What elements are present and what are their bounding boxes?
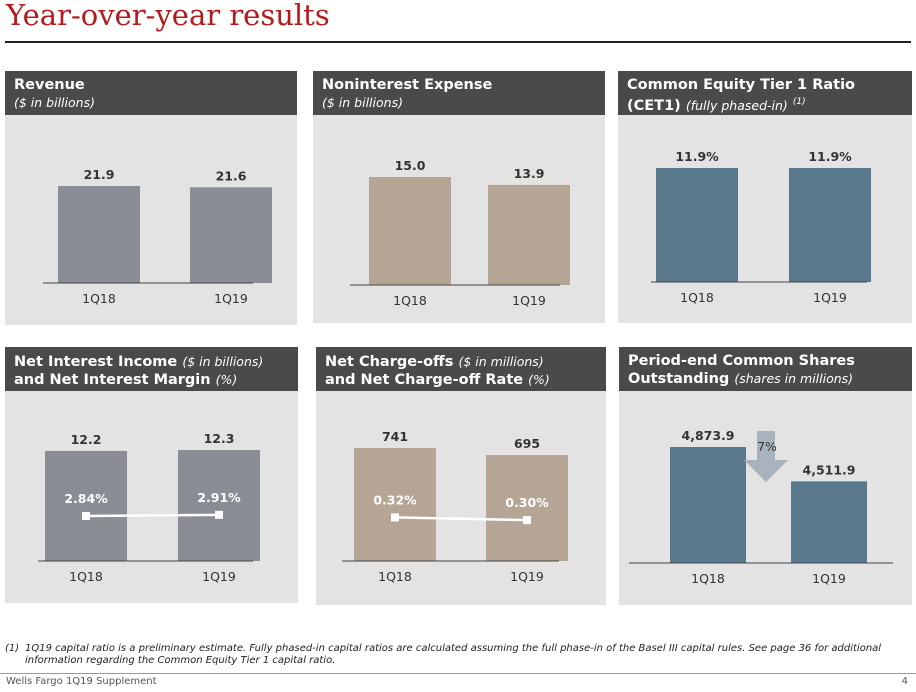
rate-label: 0.30% (505, 495, 549, 510)
common-shares-chart: 4,873.9 1Q18 4,511.9 1Q19 7% (629, 428, 893, 586)
panel-title: Revenue (14, 77, 85, 93)
revenue-panel: Revenue ($ in billions) 21.9 1Q18 21.6 1Q19 (5, 71, 297, 325)
panel-title: Net Interest Income (14, 354, 178, 370)
rate-line (85, 513, 220, 518)
page-title: Year-over-year results (6, 0, 330, 32)
rate-marker (391, 513, 399, 522)
panel-subtitle: (fully phased-in) (685, 97, 788, 113)
bar-1q19 (486, 455, 568, 561)
x-tick-label: 1Q19 (512, 293, 546, 308)
data-label: 11.9% (675, 149, 719, 164)
rate-marker (215, 510, 223, 519)
data-label: 695 (514, 436, 540, 451)
panel-header: Common Equity Tier 1 Ratio (CET1) (fully… (618, 71, 912, 115)
common-shares-panel: Period-end Common Shares Outstanding (sh… (619, 347, 912, 605)
x-tick-label: 1Q18 (69, 569, 103, 584)
footnote: (1) 1Q19 capital ratio is a preliminary … (5, 643, 905, 667)
data-label: 12.3 (204, 431, 235, 446)
data-label: 21.6 (216, 168, 247, 183)
bar-1q18 (45, 450, 127, 561)
noninterest-expense-panel: Noninterest Expense ($ in billions) 15.0… (313, 71, 605, 323)
x-tick-label: 1Q18 (82, 291, 116, 306)
panel-subtitle: (shares in millions) (734, 371, 854, 386)
x-tick-label: 1Q19 (214, 291, 248, 306)
rate-label: 2.91% (197, 490, 241, 505)
revenue-chart: 21.9 1Q18 21.6 1Q19 (43, 167, 272, 306)
panel-title-line2: and Net Interest Margin (14, 372, 211, 388)
x-tick-label: 1Q19 (813, 290, 847, 305)
bar-1q18 (369, 177, 451, 285)
footer-source: Wells Fargo 1Q19 Supplement (6, 676, 157, 687)
panel-title: Common Equity Tier 1 Ratio (627, 77, 856, 93)
title-rule (5, 41, 911, 43)
panel-title: Noninterest Expense (322, 77, 493, 93)
panel-title: Period-end Common Shares (628, 353, 855, 369)
footnote-mark: (1) (5, 643, 20, 654)
panel-header: Noninterest Expense ($ in billions) (313, 71, 605, 115)
panel-subtitle: ($ in billions) (14, 95, 95, 110)
panel-title-line2: (CET1) (627, 97, 681, 114)
bar-1q18 (670, 447, 746, 563)
rate-line (394, 516, 528, 522)
bar-1q19 (178, 450, 260, 561)
x-tick-label: 1Q19 (812, 571, 846, 586)
rate-label: 2.84% (64, 491, 108, 506)
panel-header: Net Charge-offs ($ in millions) and Net … (316, 347, 606, 391)
panel-subtitle: (%) (215, 372, 238, 387)
panel-title-line2: Outstanding (628, 371, 730, 387)
x-tick-label: 1Q19 (202, 569, 236, 584)
x-tick-label: 1Q18 (691, 571, 725, 586)
data-label: 4,511.9 (803, 462, 856, 477)
data-label: 741 (382, 429, 408, 444)
page-number: 4 (901, 676, 908, 687)
x-tick-label: 1Q18 (378, 569, 412, 584)
decline-arrow-icon (744, 431, 788, 482)
footnote-text: 1Q19 capital ratio is a preliminary esti… (25, 643, 882, 666)
net-charge-offs-panel: Net Charge-offs ($ in millions) and Net … (316, 347, 606, 605)
data-label: 15.0 (395, 158, 426, 173)
footnote-ref: (1) (792, 97, 806, 107)
bar-1q19 (190, 187, 272, 283)
data-label: 11.9% (808, 149, 852, 164)
net-charge-offs-chart: 741 1Q18 695 1Q19 0.32% 0.30% (342, 429, 568, 584)
bar-1q18 (58, 186, 140, 283)
cet1-ratio-chart: 11.9% 1Q18 11.9% 1Q19 (651, 149, 871, 305)
panel-subtitle: (%) (528, 372, 550, 387)
bar-1q18 (656, 168, 738, 282)
bar-1q18 (354, 448, 436, 561)
net-interest-income-chart: 12.2 1Q18 12.3 1Q19 2.84% 2.91% (38, 431, 260, 584)
net-interest-income-panel: Net Interest Income ($ in billions) and … (5, 347, 298, 603)
panel-header: Revenue ($ in billions) (5, 71, 297, 115)
panel-header: Period-end Common Shares Outstanding (sh… (619, 347, 912, 391)
noninterest-expense-chart: 15.0 1Q18 13.9 1Q19 (350, 158, 570, 308)
bar-1q19 (488, 184, 570, 285)
bar-1q19 (789, 168, 871, 282)
x-tick-label: 1Q19 (510, 569, 544, 584)
x-tick-label: 1Q18 (680, 290, 714, 305)
data-label: 13.9 (514, 166, 545, 181)
panel-title-unit: ($ in billions) (182, 354, 264, 369)
rate-marker (523, 516, 531, 525)
footer-rule (0, 673, 916, 674)
data-label: 4,873.9 (682, 428, 735, 443)
data-label: 21.9 (84, 167, 115, 182)
panel-title-unit: ($ in millions) (458, 354, 544, 369)
decline-percent-label: 7% (757, 439, 777, 454)
panel-title-line2: and Net Charge-off Rate (325, 372, 524, 388)
bar-1q19 (791, 481, 867, 563)
panel-subtitle: ($ in billions) (322, 95, 403, 110)
panel-header: Net Interest Income ($ in billions) and … (5, 347, 298, 391)
cet1-ratio-panel: Common Equity Tier 1 Ratio (CET1) (fully… (618, 71, 912, 323)
rate-marker (82, 511, 90, 520)
panel-title: Net Charge-offs (325, 354, 454, 370)
data-label: 12.2 (71, 432, 102, 447)
x-tick-label: 1Q18 (393, 293, 427, 308)
rate-label: 0.32% (373, 492, 417, 507)
